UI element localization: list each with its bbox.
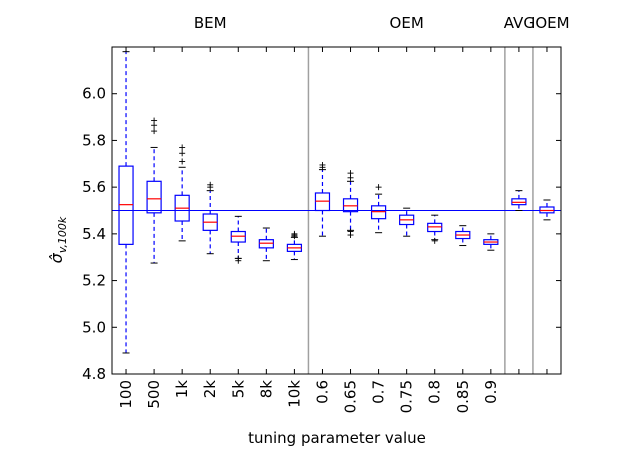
x-tick-label: 10k (285, 380, 303, 408)
x-tick-label: 0.65 (342, 380, 360, 413)
outlier-marker (375, 184, 382, 191)
y-tick-label: 5.8 (82, 131, 106, 149)
x-tick-label: 100 (117, 380, 135, 409)
x-tick-label: 0.8 (426, 380, 444, 404)
y-tick-label: 6.0 (82, 85, 106, 103)
box-body (146, 180, 162, 214)
box-500 (146, 117, 162, 264)
x-tick-label: 2k (201, 380, 219, 399)
box-0.6 (314, 161, 331, 237)
box-extra-14 (511, 190, 527, 211)
outlier-marker (291, 230, 298, 237)
y-tick-label: 5.6 (82, 178, 106, 196)
y-tick-label: 4.8 (82, 365, 106, 383)
x-axis: 100 500 1k 2k 5k 8k 10k 0.6 0.65 0.7 0.75 0.8 0.85 0.… (117, 47, 548, 413)
plot-area (111, 46, 562, 375)
outlier-marker (347, 228, 354, 235)
y-axis-label-main: σ̂ (47, 252, 66, 263)
box-extra-15 (539, 199, 555, 221)
box-100 (118, 51, 134, 354)
box-0.75 (399, 207, 415, 237)
x-tick-label: 0.6 (313, 380, 331, 404)
x-tick-label: 0.7 (370, 380, 388, 404)
box-2k (202, 181, 218, 255)
x-tick-label: 8k (257, 380, 275, 399)
group-label-ioem: IOEM (531, 14, 570, 32)
outlier-marker (207, 181, 214, 188)
box-0.85 (455, 225, 471, 247)
box-10k (286, 230, 303, 261)
outlier-marker (151, 117, 158, 124)
outlier-marker (347, 170, 354, 177)
group-label-avg: AVG (504, 14, 535, 32)
box-0.65 (342, 170, 359, 239)
outlier-marker (179, 150, 186, 157)
plot-frame (111, 46, 562, 375)
x-axis-label: tuning parameter value (248, 429, 426, 447)
y-tick-label: 5.2 (82, 272, 106, 290)
x-tick-label: 0.9 (482, 380, 500, 404)
x-tick-label: 1k (173, 380, 191, 399)
x-tick-label: 0.85 (454, 380, 472, 413)
outlier-marker (431, 237, 438, 244)
x-tick-label: 5k (229, 380, 247, 399)
box-0.8 (427, 214, 443, 244)
group-label-oem: OEM (390, 14, 424, 32)
y-axis-label-sub: v,100k (56, 216, 69, 253)
group-label-bem: BEM (194, 14, 227, 32)
box-0.9 (483, 233, 499, 251)
outlier-marker (319, 161, 326, 168)
box-8k (258, 227, 274, 262)
box-5k (230, 215, 246, 264)
x-tick-label: 0.75 (398, 380, 416, 413)
y-axis-label: σ̂v,100k (47, 216, 69, 263)
box-0.7 (370, 184, 387, 234)
outlier-marker (179, 144, 186, 151)
y-tick-label: 5.4 (82, 225, 106, 243)
outlier-marker (235, 255, 242, 262)
box-1k (174, 144, 190, 242)
x-tick-label: 500 (145, 380, 163, 409)
outlier-marker (179, 158, 186, 165)
y-axis: 4.8 5.0 5.2 5.4 5.6 5.8 6.0 (82, 85, 561, 383)
outlier-marker (151, 128, 158, 135)
y-tick-label: 5.0 (82, 318, 106, 336)
